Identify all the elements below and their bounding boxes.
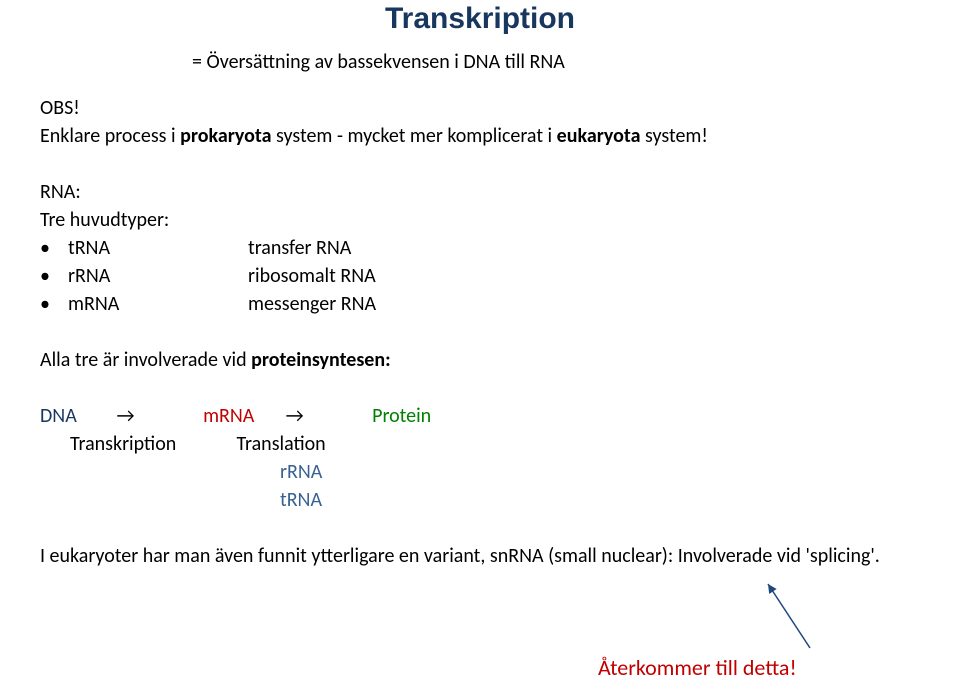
bullet-long: ribosomalt RNA — [248, 264, 376, 288]
obs-e: system! — [641, 124, 708, 148]
obs-d: eukaryota — [557, 124, 641, 148]
flow-rrna: rRNA — [280, 460, 322, 484]
eukaryote-note: I eukaryoter har man även funnit ytterli… — [40, 544, 880, 568]
bullet-rrna: •rRNAribosomalt RNA — [40, 264, 376, 288]
obs-c: system - mycket mer komplicerat i — [272, 124, 557, 148]
alla-b: proteinsyntesen: — [251, 348, 391, 372]
bullet-dot-icon: • — [40, 264, 68, 288]
bullet-mrna: •mRNAmessenger RNA — [40, 292, 376, 316]
bullet-short: rRNA — [68, 264, 248, 288]
bullet-long: messenger RNA — [248, 292, 376, 316]
flow-row: DNA → mRNA → Protein — [40, 404, 431, 428]
footer-note: Återkommer till detta! — [598, 654, 797, 681]
alla-a: Alla tre är involverade vid — [40, 348, 251, 372]
tre-line: Tre huvudtyper: — [40, 208, 169, 232]
label-translation: Translation — [237, 432, 326, 456]
label-transkription: Transkription — [70, 432, 232, 456]
obs-b: prokaryota — [180, 124, 271, 148]
bullet-dot-icon: • — [40, 292, 68, 316]
obs-a: Enklare process i — [40, 124, 180, 148]
alla-line: Alla tre är involverade vid proteinsynte… — [40, 348, 391, 372]
flow-protein: Protein — [372, 404, 431, 428]
bullet-dot-icon: • — [40, 236, 68, 260]
flow-trna: tRNA — [280, 488, 322, 512]
bullet-short: mRNA — [68, 292, 248, 316]
bullet-long: transfer RNA — [248, 236, 351, 260]
flow-mrna: mRNA — [203, 404, 281, 428]
subtitle: = Översättning av bassekvensen i DNA til… — [192, 50, 565, 74]
page-title: Transkription — [0, 2, 960, 36]
obs-line: Enklare process i prokaryota system - my… — [40, 124, 708, 148]
bullet-trna: •tRNAtransfer RNA — [40, 236, 351, 260]
transkription-translation-row: Transkription Translation — [70, 432, 326, 456]
arrow-icon: → — [117, 404, 199, 428]
pointer-arrow-icon — [760, 578, 820, 654]
bullet-short: tRNA — [68, 236, 248, 260]
flow-dna: DNA — [40, 404, 112, 428]
rna-heading: RNA: — [40, 180, 81, 204]
arrow-icon: → — [286, 404, 368, 428]
obs-label: OBS! — [40, 96, 80, 120]
